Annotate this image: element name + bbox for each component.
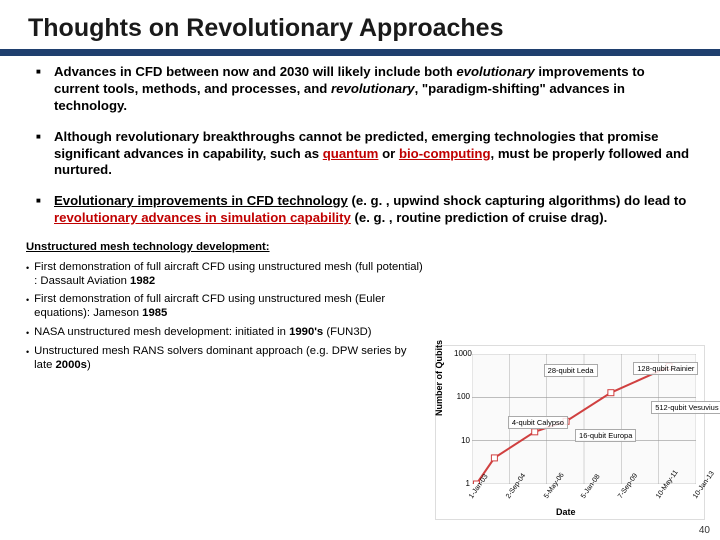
subbox-item: •Unstructured mesh RANS solvers dominant…	[26, 345, 426, 373]
bullet-3-text: Evolutionary improvements in CFD technol…	[54, 193, 690, 227]
bullet-1: ■ Advances in CFD between now and 2030 w…	[36, 64, 690, 115]
chart-callout: 16-qubit Europa	[575, 429, 636, 442]
page-number: 40	[699, 525, 710, 536]
chart-ytick: 100	[454, 392, 470, 401]
subbox-item-text: First demonstration of full aircraft CFD…	[34, 261, 426, 289]
page-title: Thoughts on Revolutionary Approaches	[0, 0, 720, 47]
chart-ytick: 10	[454, 436, 470, 445]
title-underline	[0, 49, 720, 56]
chart-ytick: 1000	[454, 349, 470, 358]
subbox-header: Unstructured mesh technology development…	[26, 241, 426, 255]
subbox-item-text: Unstructured mesh RANS solvers dominant …	[34, 345, 426, 373]
bullet-3: ■ Evolutionary improvements in CFD techn…	[36, 193, 690, 227]
chart-callout: 128-qubit Rainier	[633, 362, 698, 375]
subbox: Unstructured mesh technology development…	[26, 241, 426, 372]
chart-callout: 28-qubit Leda	[544, 364, 598, 377]
subbox-item-text: First demonstration of full aircraft CFD…	[34, 293, 426, 321]
sub-bullet-marker: •	[26, 293, 29, 321]
bullet-marker: ■	[36, 129, 44, 180]
bullet-2-text: Although revolutionary breakthroughs can…	[54, 129, 690, 180]
sub-bullet-marker: •	[26, 261, 29, 289]
subbox-item: •First demonstration of full aircraft CF…	[26, 293, 426, 321]
subbox-item-text: NASA unstructured mesh development: init…	[34, 326, 426, 340]
chart-xlabel: Date	[556, 507, 576, 517]
chart-callout: 512-qubit Vesuvius	[651, 401, 720, 414]
chart-callout: 4-qubit Calypso	[508, 416, 568, 429]
subbox-item: •First demonstration of full aircraft CF…	[26, 261, 426, 289]
chart-ytick: 1	[454, 479, 470, 488]
sub-bullet-marker: •	[26, 326, 29, 340]
qubit-chart: Number of Qubits Date 1101001000 1-Jan-0…	[435, 345, 705, 520]
sub-bullet-marker: •	[26, 345, 29, 373]
bullet-marker: ■	[36, 64, 44, 115]
bullet-2: ■ Although revolutionary breakthroughs c…	[36, 129, 690, 180]
bullet-1-text: Advances in CFD between now and 2030 wil…	[54, 64, 690, 115]
bullet-list: ■ Advances in CFD between now and 2030 w…	[0, 64, 720, 227]
chart-ylabel: Number of Qubits	[434, 340, 444, 416]
subbox-item: • NASA unstructured mesh development: ini…	[26, 326, 426, 340]
bullet-marker: ■	[36, 193, 44, 227]
